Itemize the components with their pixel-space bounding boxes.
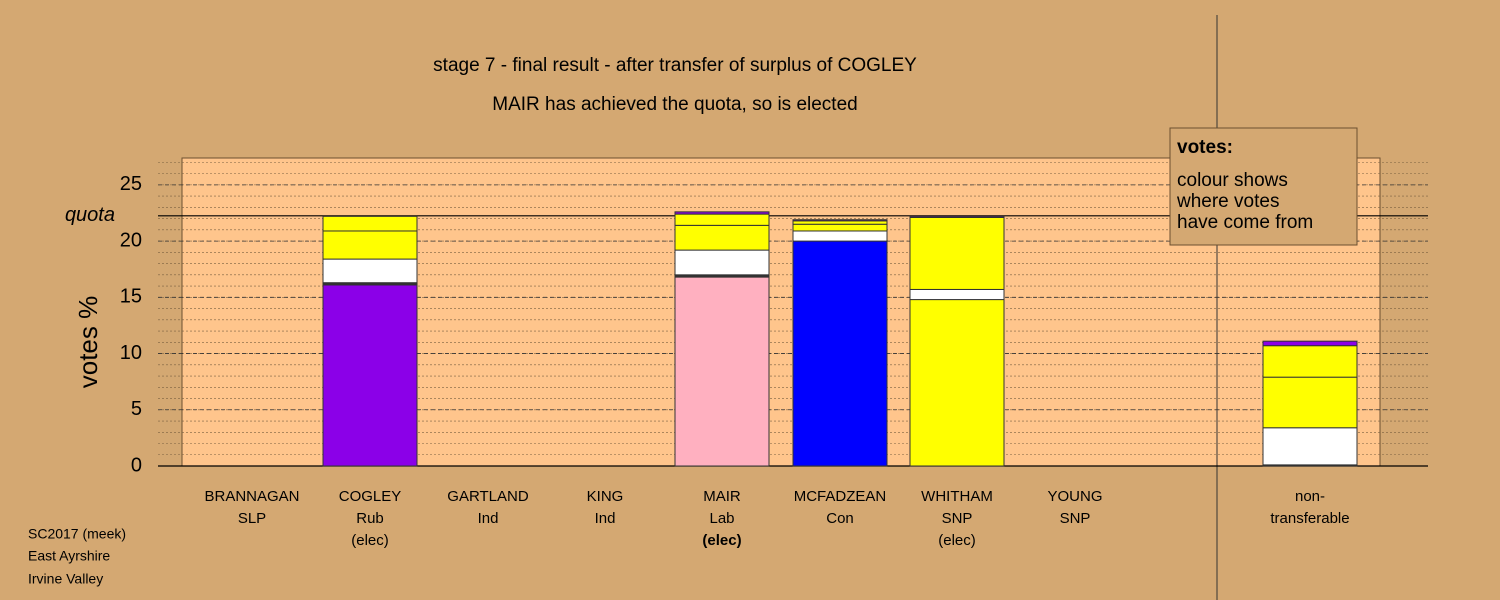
bar-segment [792, 230, 888, 242]
x-tick-label: KING [587, 488, 624, 505]
y-tick-label: 0 [131, 454, 142, 476]
x-tick-label: (elec) [351, 532, 389, 549]
bar-segment [322, 230, 418, 260]
bar-segment [674, 276, 770, 467]
bar-segment [792, 219, 888, 222]
x-tick-label: Lab [709, 510, 734, 527]
legend-text: where votes [1176, 191, 1279, 212]
footer-text: East Ayrshire [28, 548, 110, 564]
bar-segment [909, 299, 1005, 467]
legend-text: colour shows [1177, 170, 1288, 191]
x-tick-label: SNP [1060, 510, 1091, 527]
footer-text: Irvine Valley [28, 571, 103, 587]
legend-box [1169, 127, 1358, 246]
x-tick-label: (elec) [938, 532, 976, 549]
y-tick-label: 5 [131, 398, 142, 420]
x-tick-label: COGLEY [339, 488, 402, 505]
bar-segment [792, 223, 888, 232]
bar-segment [322, 215, 418, 232]
x-tick-label: (elec) [702, 532, 741, 549]
x-tick-label: SNP [942, 510, 973, 527]
chart-title: stage 7 - final result - after transfer … [433, 55, 917, 76]
x-tick-label: BRANNAGAN [204, 488, 299, 505]
x-tick-label: WHITHAM [921, 488, 993, 505]
bar-segment [909, 215, 1005, 218]
y-tick-label: 25 [120, 173, 142, 195]
bar-segment [792, 220, 888, 225]
y-tick-label: 10 [120, 342, 142, 364]
bar-segment [792, 240, 888, 467]
x-tick-label: SLP [238, 510, 266, 527]
x-tick-label: MCFADZEAN [794, 488, 887, 505]
x-tick-label: Ind [595, 510, 616, 527]
bar-segment [909, 288, 1005, 301]
bar-segment [1262, 345, 1358, 378]
bar-segment [909, 216, 1005, 290]
quota-label: quota [65, 204, 115, 226]
bar-segment [1262, 376, 1358, 429]
bar-segment [322, 284, 418, 467]
x-tick-label: YOUNG [1047, 488, 1102, 505]
legend-title: votes: [1177, 137, 1233, 158]
y-axis-title: votes % [73, 296, 103, 389]
bar-segment [322, 258, 418, 284]
chart-subtitle: MAIR has achieved the quota, so is elect… [492, 94, 857, 115]
x-tick-label: Rub [356, 510, 384, 527]
y-tick-label: 15 [120, 286, 142, 308]
y-tick-label: 20 [120, 229, 142, 251]
bar-segment [674, 249, 770, 276]
bar-segment [1262, 340, 1358, 347]
bar-segment [1262, 427, 1358, 466]
x-tick-label: GARTLAND [447, 488, 529, 505]
x-tick-label: MAIR [703, 488, 741, 505]
bar-segment [674, 211, 770, 215]
x-tick-label: Ind [478, 510, 499, 527]
legend-text: have come from [1177, 212, 1313, 233]
x-tick-label: Con [826, 510, 854, 527]
x-tick-label: transferable [1270, 510, 1349, 527]
footer-text: SC2017 (meek) [28, 526, 126, 542]
bar-segment [674, 224, 770, 251]
bar-segment [674, 213, 770, 226]
x-tick-label: non- [1295, 488, 1325, 505]
